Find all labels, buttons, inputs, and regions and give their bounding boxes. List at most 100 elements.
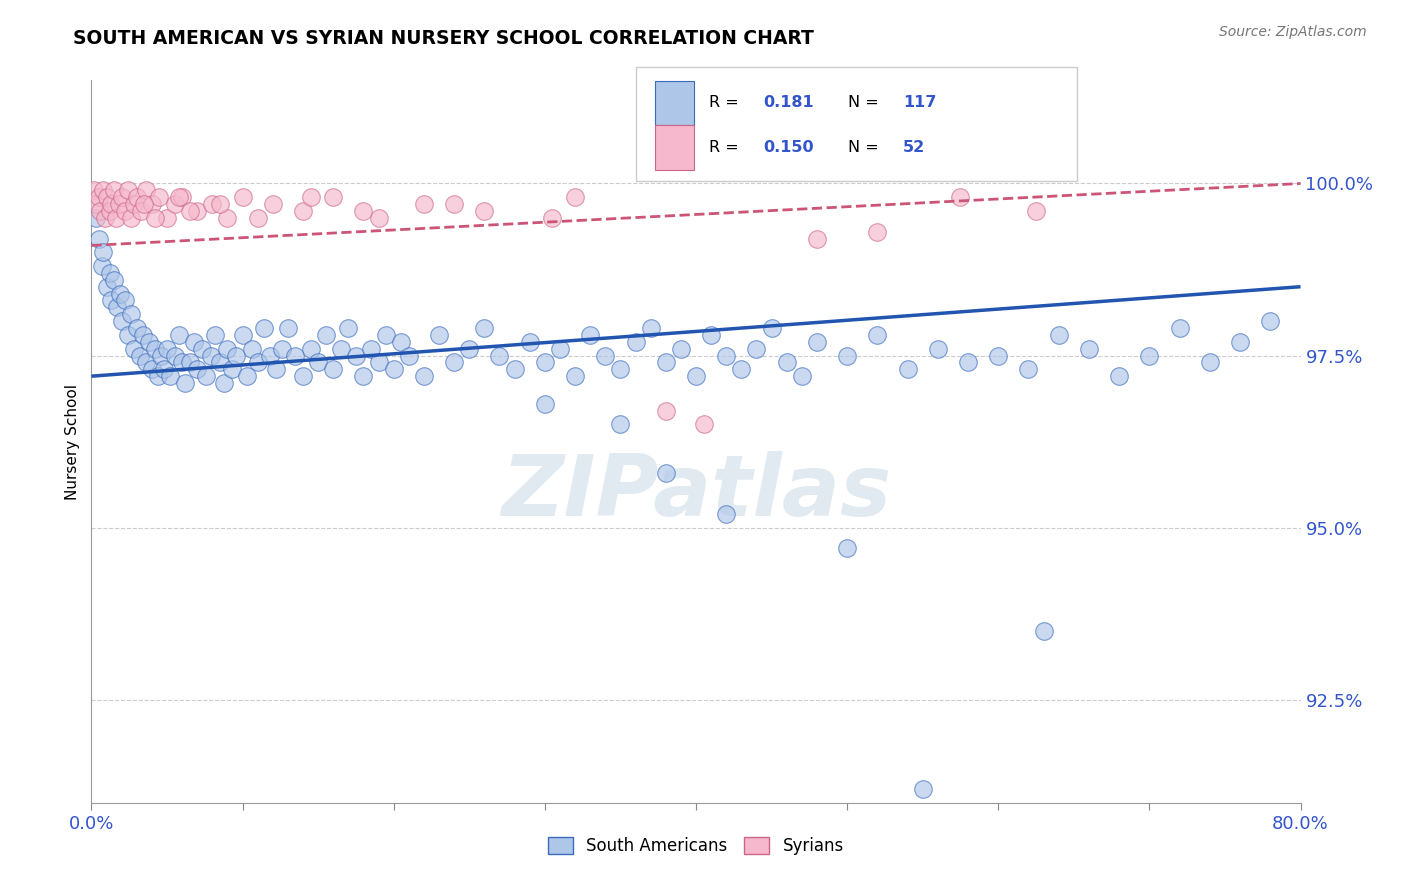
Point [413, 369, 436, 384]
Point [1198, 355, 1220, 369]
Point [534, 397, 557, 411]
Point [949, 190, 972, 204]
Point [149, 349, 172, 363]
Point [96, 279, 118, 293]
Point [389, 334, 412, 349]
Point [548, 342, 571, 356]
Legend: South Americans, Syrians: South Americans, Syrians [540, 829, 852, 863]
Point [1078, 342, 1101, 356]
Point [117, 183, 139, 197]
Point [100, 197, 122, 211]
Point [103, 273, 125, 287]
Point [1032, 624, 1054, 638]
Point [692, 417, 714, 432]
Point [700, 327, 723, 342]
Point [956, 355, 979, 369]
Point [534, 355, 557, 369]
FancyBboxPatch shape [655, 126, 693, 170]
Point [1047, 327, 1070, 342]
Text: 0.181: 0.181 [763, 95, 814, 111]
Text: N =: N = [848, 95, 884, 111]
Point [897, 362, 920, 376]
Point [655, 403, 678, 417]
Point [835, 349, 858, 363]
Point [204, 327, 226, 342]
Point [299, 342, 322, 356]
Point [117, 327, 139, 342]
Point [315, 327, 337, 342]
Point [94, 211, 117, 225]
Point [246, 355, 269, 369]
Point [183, 334, 205, 349]
Point [156, 211, 179, 225]
Point [1229, 334, 1251, 349]
Text: 52: 52 [903, 140, 925, 155]
Point [337, 321, 360, 335]
Point [1168, 321, 1191, 335]
Point [217, 211, 239, 225]
Point [866, 225, 889, 239]
Point [730, 362, 752, 376]
Point [443, 197, 465, 211]
Point [806, 334, 828, 349]
Point [375, 327, 398, 342]
Point [114, 293, 136, 308]
Point [776, 355, 799, 369]
Point [100, 293, 122, 308]
Point [307, 355, 329, 369]
Point [236, 369, 259, 384]
Point [367, 355, 389, 369]
Point [329, 342, 352, 356]
Text: 0.150: 0.150 [763, 140, 814, 155]
Y-axis label: Nursery School: Nursery School [65, 384, 80, 500]
Point [745, 342, 768, 356]
Point [911, 782, 934, 797]
Point [270, 342, 292, 356]
Point [172, 355, 194, 369]
Point [367, 211, 389, 225]
Point [277, 321, 299, 335]
Point [640, 321, 662, 335]
Point [87, 190, 110, 204]
Point [172, 190, 194, 204]
Point [108, 286, 131, 301]
Text: N =: N = [848, 140, 884, 155]
Point [541, 211, 564, 225]
Point [231, 190, 253, 204]
FancyBboxPatch shape [655, 80, 693, 126]
Point [111, 314, 132, 328]
Point [135, 355, 157, 369]
Point [292, 204, 315, 219]
Point [253, 321, 276, 335]
Point [98, 204, 121, 219]
Point [89, 204, 111, 219]
Point [284, 349, 307, 363]
Point [322, 362, 344, 376]
Point [225, 349, 247, 363]
Point [167, 327, 190, 342]
Point [413, 197, 436, 211]
Point [217, 342, 239, 356]
Point [1018, 362, 1040, 376]
Point [96, 190, 118, 204]
Point [246, 211, 269, 225]
Point [143, 342, 166, 356]
Point [398, 349, 420, 363]
Point [761, 321, 783, 335]
Point [443, 355, 465, 369]
Point [208, 197, 231, 211]
Point [103, 183, 125, 197]
Point [1108, 369, 1130, 384]
Point [714, 349, 737, 363]
Point [624, 334, 647, 349]
Point [259, 349, 281, 363]
Point [190, 342, 212, 356]
Point [987, 349, 1010, 363]
Point [201, 197, 224, 211]
Point [174, 376, 197, 390]
Point [129, 204, 152, 219]
Point [146, 369, 169, 384]
Point [105, 301, 128, 315]
Point [503, 362, 526, 376]
Point [609, 362, 631, 376]
